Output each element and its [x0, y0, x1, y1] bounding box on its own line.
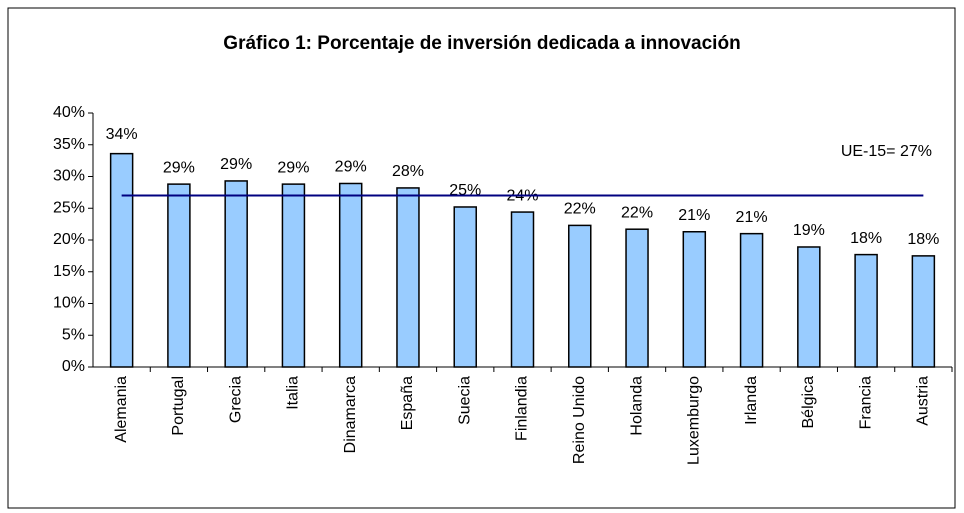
- x-tick-label: Luxemburgo: [686, 376, 703, 465]
- y-tick-label: 35%: [53, 136, 85, 153]
- bar: [911, 255, 936, 368]
- x-tick-label: Francia: [857, 376, 874, 429]
- x-tick-label: Grecia: [227, 376, 244, 423]
- reference-label: UE-15= 27%: [841, 143, 932, 160]
- bar: [338, 182, 363, 368]
- x-tick-label: Irlanda: [743, 376, 760, 425]
- data-label: 29%: [163, 159, 195, 176]
- data-label: 29%: [220, 156, 252, 173]
- bar: [797, 246, 821, 368]
- bar: [453, 206, 477, 368]
- x-tick-label: Bélgica: [800, 376, 817, 429]
- x-tick-label: Holanda: [628, 376, 645, 436]
- y-tick-label: 0%: [62, 358, 85, 375]
- bar: [396, 187, 420, 368]
- bar: [739, 232, 764, 368]
- y-tick-label: 25%: [53, 199, 85, 216]
- y-tick-label: 20%: [53, 231, 85, 248]
- x-tick-label: Portugal: [170, 376, 187, 436]
- y-tick-label: 15%: [53, 263, 85, 280]
- y-tick-label: 10%: [53, 295, 85, 312]
- data-label: 19%: [793, 222, 825, 239]
- x-tick-label: Reino Unido: [571, 376, 588, 464]
- bar: [568, 224, 592, 368]
- data-label: 21%: [678, 207, 710, 224]
- bar: [682, 230, 707, 368]
- x-tick-label: Italia: [285, 376, 302, 410]
- bar: [510, 211, 535, 368]
- bar: [281, 183, 306, 368]
- data-label: 25%: [449, 182, 481, 199]
- y-tick-label: 30%: [53, 168, 85, 185]
- data-label: 18%: [850, 230, 882, 247]
- x-tick-label: Austria: [915, 376, 932, 426]
- x-tick-label: España: [399, 376, 416, 430]
- bar: [224, 180, 248, 368]
- chart-title: Gráfico 1: Porcentaje de inversión dedic…: [223, 33, 740, 54]
- bar: [625, 228, 649, 368]
- y-tick-label: 5%: [62, 326, 85, 343]
- data-label: 22%: [621, 204, 653, 221]
- x-tick-label: Dinamarca: [342, 376, 359, 453]
- bar: [109, 152, 134, 368]
- data-label: 18%: [907, 231, 939, 248]
- x-tick-label: Suecia: [456, 376, 473, 425]
- data-label: 29%: [335, 159, 367, 176]
- x-tick-label: Finlandia: [514, 376, 531, 441]
- y-tick-label: 40%: [53, 104, 85, 121]
- bar: [167, 183, 191, 368]
- data-label: 21%: [736, 209, 768, 226]
- data-label: 29%: [277, 159, 309, 176]
- data-label: 34%: [106, 126, 138, 143]
- data-label: 22%: [564, 201, 596, 218]
- x-tick-label: Alemania: [113, 376, 130, 443]
- bar: [854, 253, 878, 368]
- data-label: 28%: [392, 163, 424, 180]
